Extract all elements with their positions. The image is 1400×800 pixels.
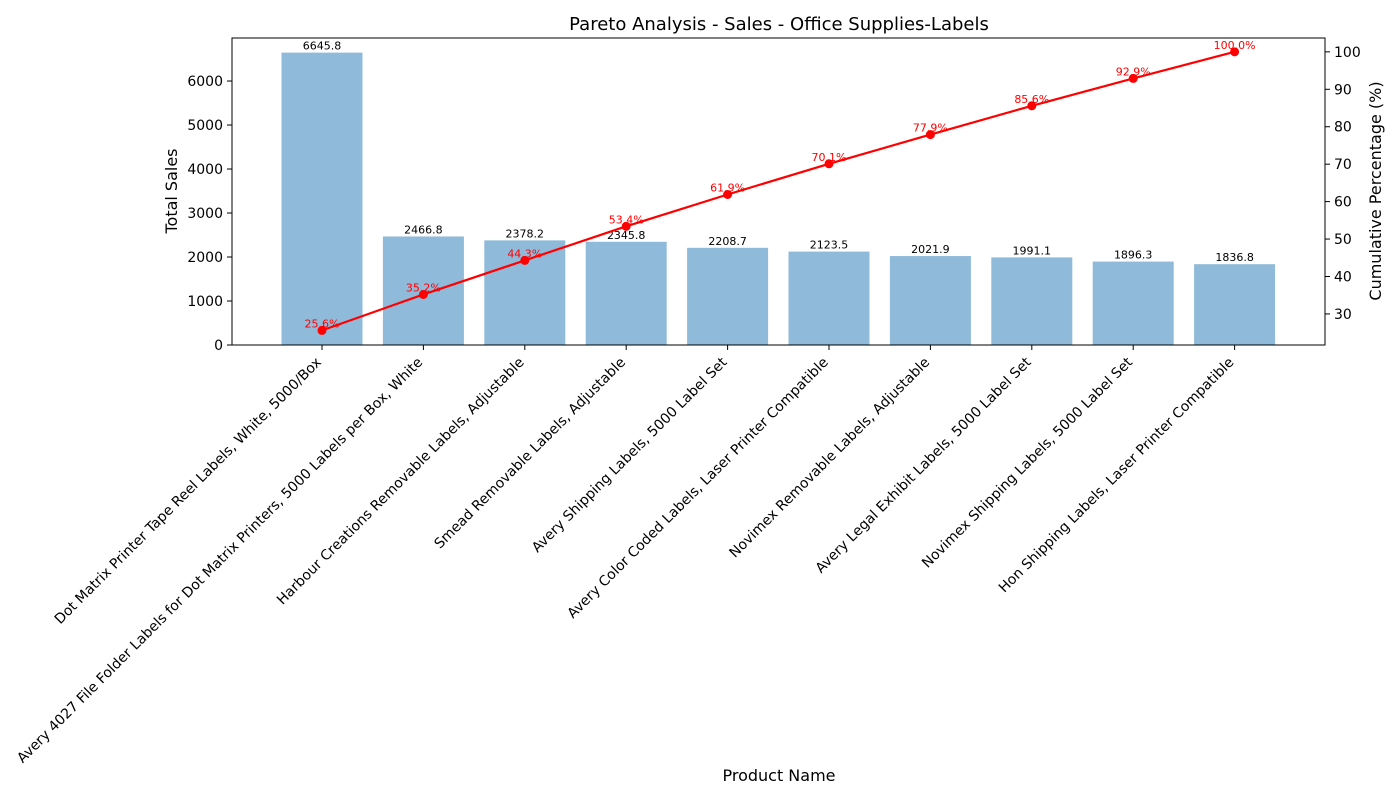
cumulative-point [925, 130, 935, 140]
bar [1092, 261, 1174, 345]
y2-tick-label: 80 [1334, 120, 1352, 136]
plot-frame [231, 37, 1326, 346]
bar-value-label: 2021.9 [911, 243, 950, 256]
x-tick-label: Avery 4027 File Folder Labels for Dot Ma… [14, 355, 426, 767]
cumulative-point [520, 255, 530, 265]
x-tick-label: Avery Legal Exhibit Labels, 5000 Label S… [813, 354, 1035, 576]
cumulative-value-label: 77.9% [913, 122, 948, 135]
y-tick-label: 5000 [187, 118, 223, 134]
cumulative-line [321, 50, 1235, 332]
y2-tick-label: 40 [1334, 269, 1352, 285]
cumulative-point [824, 159, 834, 169]
bar-value-label: 2208.7 [708, 235, 747, 248]
y-tick-label: 3000 [187, 206, 223, 222]
bar [1194, 264, 1276, 345]
bar-value-label: 2123.5 [810, 239, 849, 252]
cumulative-value-label: 92.9% [1116, 65, 1151, 78]
bar-value-label: 6645.8 [303, 40, 342, 53]
bar-value-label: 2378.2 [506, 227, 545, 240]
cumulative-value-label: 44.3% [507, 247, 542, 260]
x-axis-label: Product Name [722, 766, 835, 785]
y2-tick-label: 100 [1334, 45, 1361, 61]
bar-value-label: 2466.8 [404, 223, 443, 236]
y2-axis-label: Cumulative Percentage (%) [1366, 81, 1385, 300]
bar [991, 257, 1073, 345]
cumulative-point [317, 325, 327, 335]
y2-tick-label: 70 [1334, 157, 1352, 173]
y-tick-label: 0 [214, 338, 223, 354]
bar-value-label: 1896.3 [1114, 249, 1153, 262]
cumulative-point [621, 221, 631, 231]
cumulative-value-label: 70.1% [812, 151, 847, 164]
y-tick-label: 1000 [187, 294, 223, 310]
bar [687, 247, 769, 345]
x-tick-label: Hon Shipping Labels, Laser Printer Compa… [996, 355, 1238, 597]
cumulative-value-label: 25.6% [305, 317, 340, 330]
bar [585, 241, 667, 345]
x-tick-label: Novimex Shipping Labels, 5000 Label Set [919, 354, 1136, 571]
cumulative-point [1230, 47, 1240, 57]
bar [788, 251, 870, 345]
cumulative-value-label: 85.6% [1014, 93, 1049, 106]
cumulative-point [723, 189, 733, 199]
y-axis-label: Total Sales [162, 148, 181, 234]
y2-tick-label: 60 [1334, 195, 1352, 211]
x-tick-label: Smead Removable Labels, Adjustable [431, 355, 629, 553]
x-tick-label: Novimex Removable Labels, Adjustable [727, 355, 934, 562]
cumulative-value-label: 35.2% [406, 281, 441, 294]
bar-value-label: 1991.1 [1013, 244, 1052, 257]
plot-area: 6645.8 2466.8 2378.2 2345.8 2208.7 2123.5 2021… [14, 39, 1360, 767]
y-tick-label: 4000 [187, 162, 223, 178]
y2-tick-label: 90 [1334, 82, 1352, 98]
bar-value-label: 1836.8 [1215, 251, 1254, 264]
cumulative-point [418, 289, 428, 299]
bar-value-label: 2345.8 [607, 229, 646, 242]
cumulative-point [1128, 73, 1138, 83]
y2-tick-label: 50 [1334, 232, 1352, 248]
y-tick-label: 2000 [187, 250, 223, 266]
y2-tick-label: 30 [1334, 307, 1352, 323]
chart-title: Pareto Analysis - Sales - Office Supplie… [569, 14, 989, 35]
bar [281, 52, 363, 346]
cumulative-point [1027, 101, 1037, 111]
x-tick-label: Avery Shipping Labels, 5000 Label Set [529, 354, 731, 556]
bar [889, 256, 971, 345]
y-tick-label: 6000 [187, 74, 223, 90]
cumulative-value-label: 53.4% [609, 213, 644, 226]
cumulative-value-label: 61.9% [710, 181, 745, 194]
cumulative-value-label: 100.0% [1214, 39, 1256, 52]
